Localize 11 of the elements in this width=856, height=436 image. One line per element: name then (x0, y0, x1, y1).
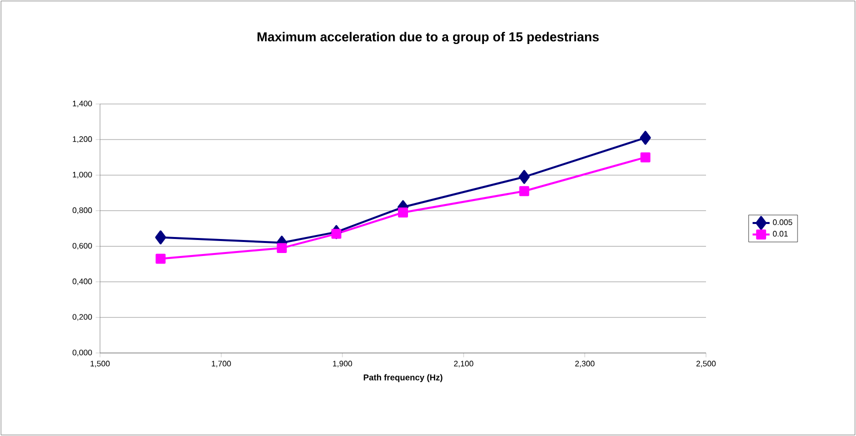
point (640, 130, 651, 145)
point (519, 186, 530, 196)
point (156, 254, 166, 264)
point (518, 170, 530, 184)
chart-title: Maximum acceleration due to a group of 15 pedestrians (258, 32, 599, 44)
point (276, 243, 287, 254)
x-axis-title: Path frequency (Hz) (364, 374, 442, 382)
point (398, 207, 408, 218)
point (331, 228, 342, 239)
point (640, 152, 650, 162)
point (155, 230, 166, 244)
